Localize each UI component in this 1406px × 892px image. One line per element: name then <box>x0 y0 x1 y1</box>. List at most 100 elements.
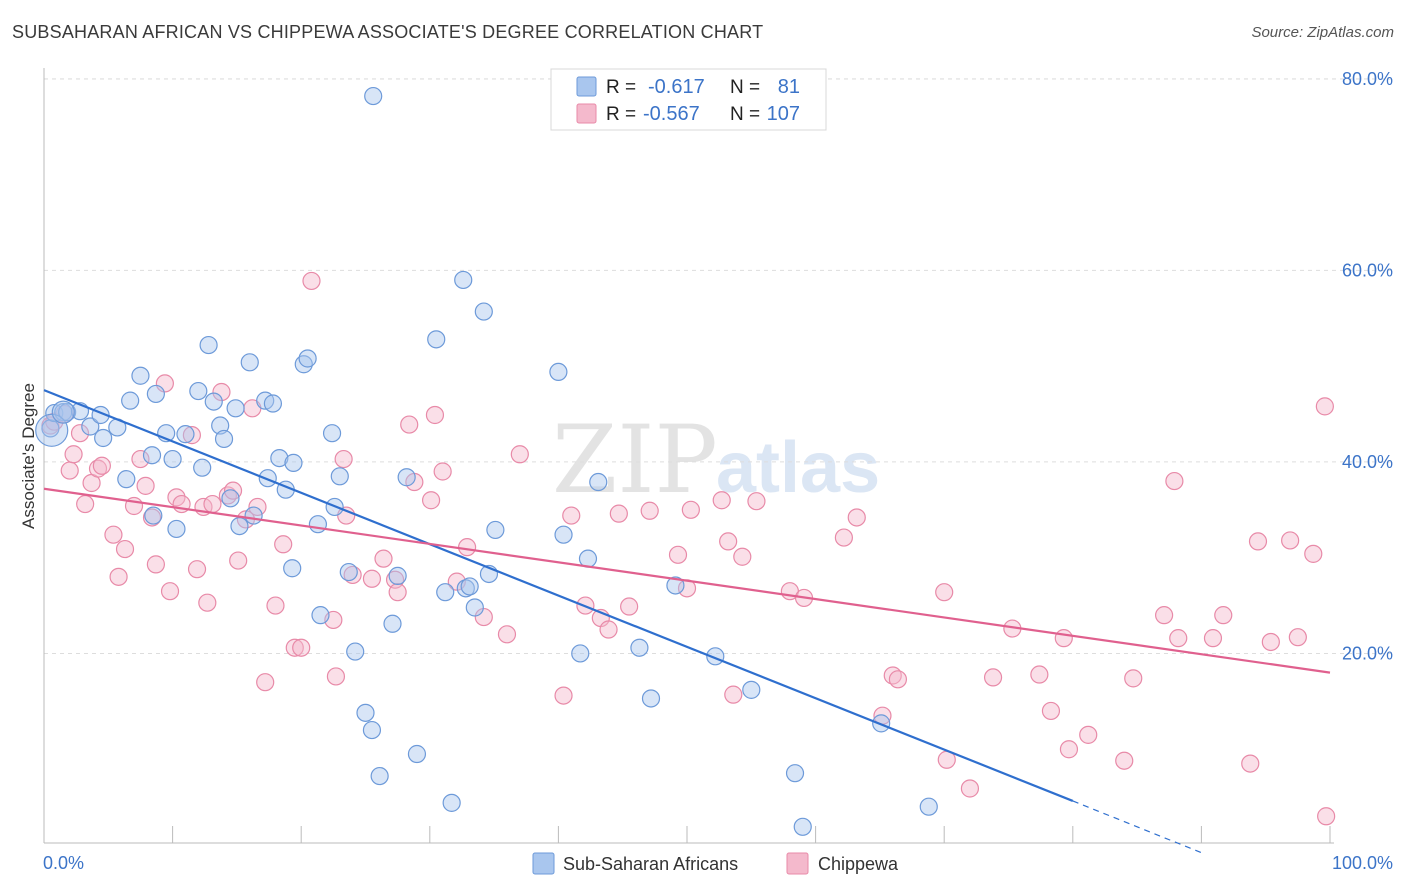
chippewa-point-105 <box>1315 397 1334 416</box>
chippewa-point-70 <box>712 491 731 510</box>
sub-saharan-point-69 <box>630 638 649 657</box>
legend-swatch-chippewa <box>786 852 809 875</box>
chippewa-point-84 <box>960 779 980 798</box>
chippewa-point-67 <box>668 545 688 564</box>
stats-swatch-blue <box>576 76 597 97</box>
chippewa-point-85 <box>983 668 1003 687</box>
chippewa-point-77 <box>834 528 853 547</box>
chippewa-point-63 <box>599 620 618 639</box>
chippewa-point-104 <box>1304 544 1323 563</box>
chippewa-point-38 <box>292 638 311 657</box>
stats-n-value-pink: 107 <box>767 103 800 125</box>
y-tick-label-60: 60.0% <box>1342 260 1393 280</box>
chippewa-point-59 <box>554 686 573 705</box>
sub-saharan-point-45 <box>346 642 365 661</box>
chippewa-point-14 <box>131 449 150 469</box>
chippewa-point-66 <box>640 501 659 520</box>
chippewa-point-18 <box>155 374 174 393</box>
chippewa-point-69 <box>681 500 700 519</box>
chippewa-point-6 <box>76 494 95 514</box>
watermark-zip: ZIP <box>552 406 718 515</box>
stats-box-frame <box>550 68 827 131</box>
chippewa-point-88 <box>1041 701 1061 721</box>
chippewa-point-39 <box>302 271 321 291</box>
chippewa-point-60 <box>562 506 581 525</box>
sub-saharan-point-22 <box>204 392 223 411</box>
sub-saharan-point-18 <box>176 425 195 444</box>
y-tick-label-40: 40.0% <box>1342 452 1393 472</box>
sub-saharan-point-53 <box>407 744 427 764</box>
stats-swatch-pink <box>576 103 597 124</box>
chippewa-point-106 <box>1317 807 1336 826</box>
chippewa-point-15 <box>136 476 155 495</box>
chippewa-point-96 <box>1169 629 1188 648</box>
sub-saharan-point-44 <box>339 562 358 582</box>
sub-saharan-point-59 <box>460 577 479 596</box>
chippewa-point-81 <box>888 670 908 689</box>
chippewa-point-11 <box>109 567 128 586</box>
sub-saharan-point-77 <box>919 797 938 816</box>
sub-saharan-point-66 <box>571 644 590 663</box>
chippewa-point-74 <box>747 492 766 511</box>
chippewa-point-22 <box>182 426 201 445</box>
sub-saharan-point-64 <box>549 362 568 381</box>
chippewa-point-82 <box>935 583 954 602</box>
chippewa-point-94 <box>1155 606 1174 625</box>
sub-saharan-point-10 <box>121 391 140 410</box>
stats-n-value-blue: 81 <box>778 76 800 98</box>
chippewa-point-25 <box>198 593 217 612</box>
sub-saharan-point-51 <box>388 566 407 585</box>
sub-saharan-point-29 <box>244 506 263 525</box>
sub-saharan-point-27 <box>230 516 249 536</box>
y-tick-label-80: 80.0% <box>1342 69 1393 89</box>
chippewa-point-23 <box>187 560 207 579</box>
chippewa-point-45 <box>362 569 382 588</box>
trend-line-chippewa <box>43 487 1331 674</box>
sub-saharan-point-0 <box>41 419 60 438</box>
sub-saharan-point-70 <box>641 689 661 708</box>
chippewa-point-12 <box>115 539 135 559</box>
chippewa-point-9 <box>92 456 111 475</box>
stats-r-label-blue: R = <box>606 77 636 98</box>
stats-r-value-pink: -0.567 <box>643 103 700 125</box>
sub-saharan-point-74 <box>785 764 805 783</box>
chippewa-point-87 <box>1030 665 1049 684</box>
sub-saharan-point-19 <box>189 381 208 401</box>
sub-saharan-point-73 <box>742 680 761 699</box>
stats-n-label-pink: N = <box>730 104 760 125</box>
sub-saharan-point-12 <box>142 446 162 465</box>
sub-saharan-point-63 <box>486 520 505 540</box>
legend-label-sub-saharan-africans: Sub-Saharan Africans <box>563 854 738 874</box>
chippewa-point-27 <box>212 382 231 402</box>
sub-saharan-point-21 <box>199 335 218 355</box>
sub-saharan-point-47 <box>362 720 382 740</box>
sub-saharan-point-24 <box>214 429 234 449</box>
chippewa-point-97 <box>1203 629 1223 648</box>
chippewa-point-26 <box>203 494 222 514</box>
stats-r-label-pink: R = <box>606 104 636 125</box>
chippewa-point-36 <box>274 535 293 554</box>
trend-line-sub-saharan-africans <box>43 389 1074 802</box>
chippewa-point-51 <box>421 491 441 510</box>
sub-saharan-point-25 <box>221 489 240 508</box>
sub-saharan-point-61 <box>474 302 493 321</box>
sub-saharan-point-68 <box>589 472 608 492</box>
sub-saharan-point-56 <box>442 793 461 812</box>
legend-swatch-sub-saharan-africans <box>532 852 555 875</box>
chippewa-point-93 <box>1124 669 1143 688</box>
legend-label-chippewa: Chippewa <box>818 854 899 874</box>
y-axis-title: Associate's Degree <box>19 383 38 529</box>
chippewa-point-73 <box>733 547 752 566</box>
chippewa-point-100 <box>1248 532 1268 551</box>
chippewa-point-46 <box>374 549 393 568</box>
chippewa-point-53 <box>433 462 452 481</box>
chippewa-point-102 <box>1281 531 1300 550</box>
sub-saharan-point-50 <box>383 614 402 633</box>
chippewa-point-48 <box>388 583 407 602</box>
chippewa-point-57 <box>497 625 517 644</box>
chippewa-point-64 <box>609 504 628 523</box>
sub-saharan-point-41 <box>322 424 342 443</box>
chippewa-point-49 <box>400 415 419 434</box>
sub-saharan-point-52 <box>397 468 416 487</box>
